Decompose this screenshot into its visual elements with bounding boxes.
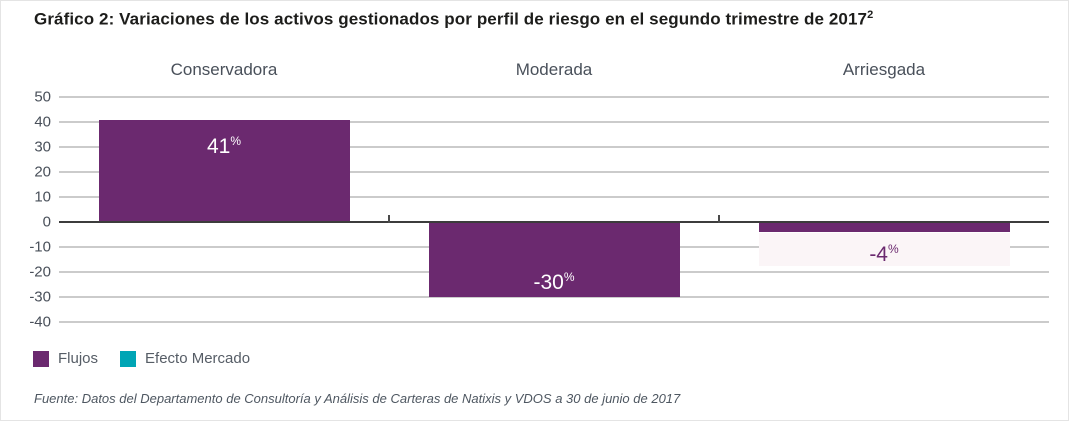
x-axis-tick xyxy=(718,215,720,223)
y-axis-tick-label: -40 xyxy=(29,313,51,331)
chart-title-text: Gráfico 2: Variaciones de los activos ge… xyxy=(34,9,868,29)
category-label-moderada: Moderada xyxy=(515,60,593,79)
y-axis: 50 40 30 20 10 0 -10 -20 -30 -40 xyxy=(1,89,51,331)
chart-title: Gráfico 2: Variaciones de los activos ge… xyxy=(34,9,873,30)
y-axis-tick-label: 30 xyxy=(34,138,51,156)
plot-area: 41% -30% -4% xyxy=(59,96,1049,323)
gridline xyxy=(59,146,1049,148)
bar-value-label: -30% xyxy=(533,270,575,294)
x-axis-tick xyxy=(388,215,390,223)
gridline xyxy=(59,121,1049,123)
bar-moderada xyxy=(428,222,680,297)
legend: Flujos Efecto Mercado xyxy=(33,350,272,367)
legend-label-efecto-mercado: Efecto Mercado xyxy=(145,350,251,367)
gridline xyxy=(59,196,1049,198)
category-label-arriesgada: Arriesgada xyxy=(842,60,926,79)
gridline xyxy=(59,171,1049,173)
bar-value-label: -4% xyxy=(758,233,1010,266)
y-axis-tick-label: 0 xyxy=(42,213,51,231)
bar-arriesgada xyxy=(758,222,1010,232)
bar-conservadora xyxy=(98,119,350,222)
gridline xyxy=(59,296,1049,298)
gridline xyxy=(59,96,1049,98)
y-axis-tick-label: 20 xyxy=(34,163,51,181)
y-axis-tick-label: -20 xyxy=(29,263,51,281)
y-axis-tick-label: 40 xyxy=(34,113,51,131)
legend-swatch xyxy=(33,350,49,367)
y-axis-tick-label: 10 xyxy=(34,188,51,206)
legend-label-flujos: Flujos xyxy=(58,350,99,367)
legend-item-flujos: Flujos xyxy=(33,350,98,367)
bar-value-label: 41% xyxy=(206,133,242,158)
legend-item-efecto-mercado: Efecto Mercado xyxy=(120,350,250,367)
y-axis-tick-label: 50 xyxy=(34,88,51,106)
y-axis-tick-label: -30 xyxy=(29,288,51,306)
y-axis-tick-label: -10 xyxy=(29,238,51,256)
gridline xyxy=(59,321,1049,323)
legend-swatch xyxy=(120,350,137,367)
category-label-conservadora: Conservadora xyxy=(170,60,278,79)
category-labels: Conservadora Moderada Arriesgada xyxy=(59,60,1049,80)
source-note: Fuente: Datos del Departamento de Consul… xyxy=(34,391,681,406)
chart-title-superscript: 2 xyxy=(867,9,874,21)
zero-axis-line xyxy=(59,221,1049,223)
